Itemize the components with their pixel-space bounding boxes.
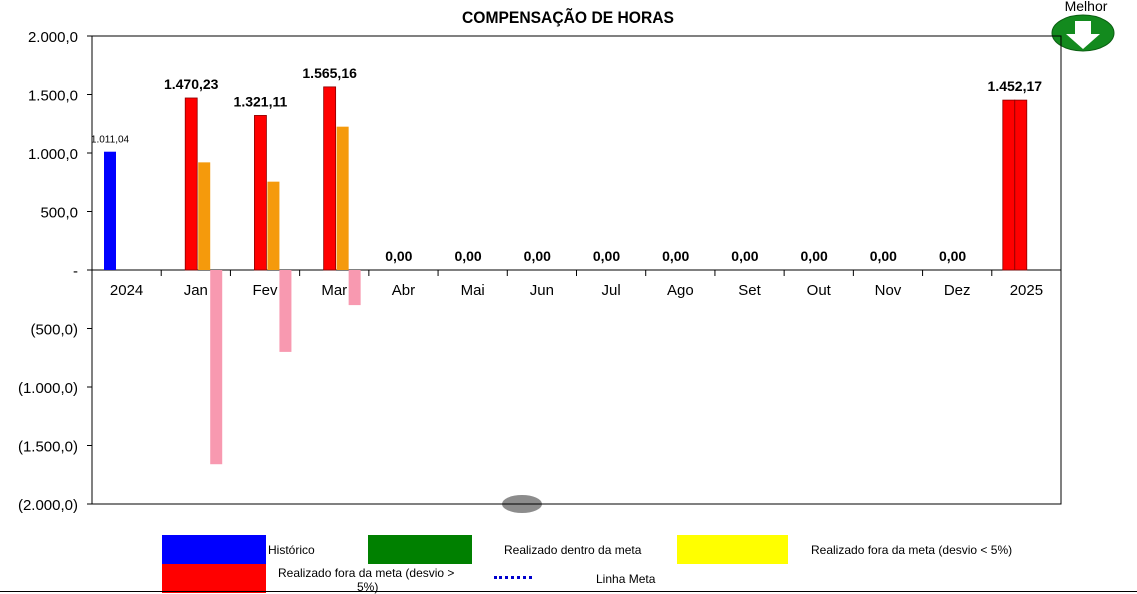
bar-meta [267,181,280,270]
bar-realizado-2025b [1014,99,1028,271]
y-tick-label: 1.500,0 [28,88,78,105]
y-tick-label: (1.000,0) [18,380,78,397]
data-label: 0,00 [454,248,481,264]
bar-meta [198,162,211,270]
bars [104,86,1028,465]
data-label: 1.321,11 [234,93,288,109]
data-label: 1.452,17 [988,78,1043,94]
plot-area-bottom-mask [470,504,570,525]
bottom-rule [0,591,1137,592]
legend-swatch-dentro-meta [368,535,472,564]
data-label: 1.011,04 [91,135,130,146]
y-tick-label: - [73,263,78,280]
x-tick-label: Nov [875,282,902,299]
y-tick-label: 500,0 [40,205,78,222]
y-tick-label: 2.000,0 [28,29,78,46]
legend-label-dentro-meta: Realizado dentro da meta [504,543,642,557]
x-tick-label: Ago [667,282,694,299]
x-tick-label: Jul [602,282,621,299]
data-label: 0,00 [385,248,412,264]
legend-swatch-fora-meta-maior [162,564,266,593]
x-tick-label: Set [738,282,761,299]
bar-meta [336,126,349,270]
data-label: 1.565,16 [302,65,357,81]
bar-realizado [184,97,198,271]
x-tick-label: Abr [392,282,415,299]
legend-label-linha-meta: Linha Meta [596,572,656,586]
data-labels: 1.011,04 1.470,23 1.321,11 1.565,16 0,00 0,00… [91,65,1042,264]
x-tick-label: Fev [253,282,279,299]
data-label: 0,00 [939,248,966,264]
y-tick-label: (1.500,0) [18,439,78,456]
y-axis: 2.000,0 1.500,0 1.000,0 500,0 - (500,0) (1.000… [18,29,92,514]
chart-title: COMPENSAÇÃO DE HORAS [462,6,674,27]
legend-label-historico: Histórico [268,543,315,557]
data-label: 0,00 [593,248,620,264]
bar-realizado [254,115,267,271]
legend-swatch-fora-meta-menor [677,535,788,564]
x-tick-label: Mai [461,282,485,299]
data-label: 1.470,23 [164,76,219,92]
x-tick-label: 2025 [1010,282,1043,299]
x-tick-label: Jun [530,282,554,299]
x-tick-label: 2024 [110,282,143,299]
bar-desvio [210,270,223,465]
bar-historico [104,151,116,270]
scroll-handle-visible [502,504,542,513]
data-label: 0,00 [524,248,551,264]
bar-desvio [279,270,292,352]
arrow-down-icon [1066,21,1100,49]
bar-realizado [1002,99,1016,271]
legend-label-fora-meta-maior: Realizado fora da meta (desvio > [278,566,455,580]
x-axis: 2024 Jan Fev Mar Abr Mai Jun Jul Ago Set Out Nov Dez… [92,269,1061,299]
indicator-label: Melhor [1065,0,1108,14]
bar-realizado [323,86,337,271]
x-tick-label: Out [807,282,832,299]
x-tick-label: Mar [321,282,347,299]
legend-line-meta [494,576,532,579]
data-label: 0,00 [731,248,758,264]
legend-swatch-historico [162,535,266,564]
legend-label-fora-meta-maior-line2: 5%) [357,580,379,594]
legend-label-fora-meta-menor: Realizado fora da meta (desvio < 5%) [811,543,1013,557]
data-label: 0,00 [801,248,828,264]
y-tick-label: (2.000,0) [18,497,78,514]
x-tick-label: Jan [184,282,208,299]
y-tick-label: (500,0) [30,322,78,339]
data-label: 0,00 [870,248,897,264]
data-label: 0,00 [662,248,689,264]
x-tick-label: Dez [944,282,971,299]
y-tick-label: 1.000,0 [28,146,78,163]
better-direction-indicator: Melhor [1051,0,1115,52]
bar-desvio [348,270,361,306]
